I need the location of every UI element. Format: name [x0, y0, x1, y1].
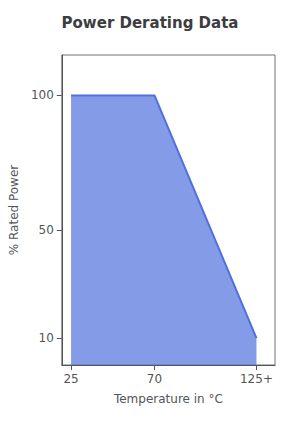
svg-text:100: 100: [31, 88, 54, 102]
svg-text:125+: 125+: [240, 372, 273, 386]
svg-text:Temperature in °C: Temperature in °C: [113, 392, 223, 406]
svg-text:70: 70: [147, 372, 162, 386]
svg-text:Power Derating Data: Power Derating Data: [62, 14, 239, 32]
svg-text:% Rated Power: % Rated Power: [7, 165, 21, 256]
svg-text:50: 50: [39, 223, 54, 237]
svg-text:10: 10: [39, 331, 54, 345]
svg-text:25: 25: [63, 372, 78, 386]
